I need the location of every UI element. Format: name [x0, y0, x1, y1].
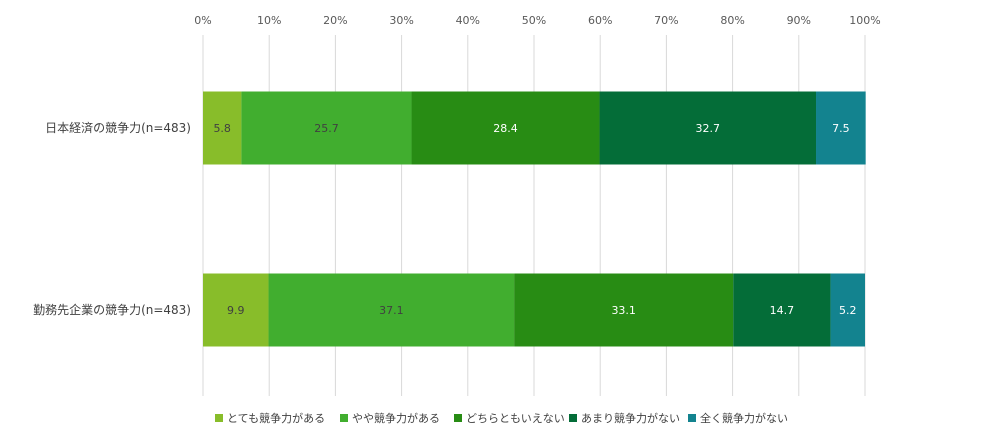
legend-label: あまり競争力がない	[581, 411, 680, 425]
legend-swatch	[215, 414, 223, 422]
data-label: 5.2	[839, 304, 857, 317]
legend-swatch	[688, 414, 696, 422]
legend: とても競争力がある やや競争力がある どちらともいえない あまり競争力がない 全く競争力…	[215, 411, 788, 425]
x-tick-label: 20%	[323, 14, 347, 27]
x-axis-ticks: 0% 10% 20% 30% 40% 50% 60% 70% 80% 90% 100%	[194, 14, 880, 27]
bar-segment	[203, 91, 242, 165]
bar-segment	[816, 91, 866, 165]
x-tick-label: 70%	[654, 14, 678, 27]
data-label: 25.7	[314, 122, 339, 135]
data-label: 14.7	[770, 304, 795, 317]
bar-segment	[830, 273, 865, 347]
data-label: 5.8	[213, 122, 231, 135]
legend-label: 全く競争力がない	[700, 411, 788, 425]
bar-segment	[268, 273, 515, 347]
data-label: 28.4	[493, 122, 518, 135]
bar-segment	[203, 273, 269, 347]
x-tick-label: 40%	[456, 14, 480, 27]
x-tick-label: 0%	[194, 14, 211, 27]
x-tick-label: 80%	[720, 14, 744, 27]
data-label: 7.5	[832, 122, 850, 135]
category-labels: 日本経済の競争力(n=483) 勤務先企業の競争力(n=483)	[33, 120, 191, 317]
category-label: 日本経済の競争力(n=483)	[45, 120, 191, 135]
bar-segment	[733, 273, 831, 347]
data-label: 33.1	[611, 304, 636, 317]
data-label: 9.9	[227, 304, 245, 317]
data-label: 37.1	[379, 304, 404, 317]
category-label: 勤務先企業の競争力(n=483)	[33, 302, 191, 317]
x-tick-label: 90%	[787, 14, 811, 27]
x-tick-label: 60%	[588, 14, 612, 27]
legend-swatch	[454, 414, 462, 422]
legend-swatch	[340, 414, 348, 422]
legend-label: とても競争力がある	[227, 411, 325, 425]
x-tick-label: 30%	[389, 14, 413, 27]
bar-segment	[241, 91, 412, 165]
bar-segment	[599, 91, 817, 165]
x-tick-label: 50%	[522, 14, 546, 27]
bars: 5.8 25.7 28.4 32.7 7.5 9.9 37.1 33.1 14.7 5.2	[203, 91, 866, 347]
bar-segment	[514, 273, 734, 347]
x-tick-label: 100%	[849, 14, 880, 27]
x-tick-label: 10%	[257, 14, 281, 27]
bar-segment	[411, 91, 600, 165]
legend-label: やや競争力がある	[352, 411, 440, 425]
data-label: 32.7	[696, 122, 721, 135]
legend-label: どちらともいえない	[466, 412, 565, 425]
legend-swatch	[569, 414, 577, 422]
